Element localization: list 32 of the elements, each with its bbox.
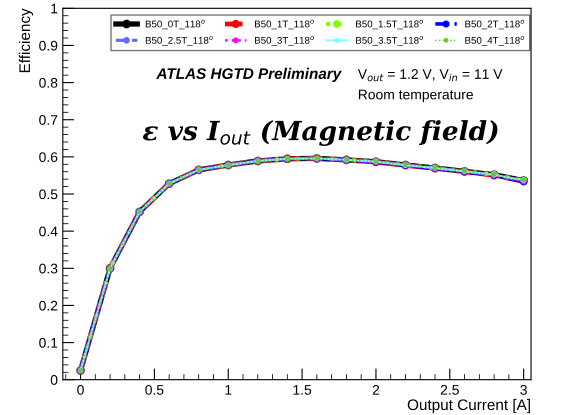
x-tick-label: 0.5: [145, 384, 164, 395]
x-axis-title: Output Current [A]: [408, 398, 530, 414]
y-tick-label: 0.1: [39, 338, 58, 348]
annotation: ε vs I$_{out}$ (Magnetic field): [143, 120, 498, 146]
x-tick-label: 0: [77, 384, 84, 395]
annotation: Room temperature: [358, 90, 473, 102]
y-tick-label: 0.8: [39, 78, 58, 88]
annotation: ATLAS HGTD Preliminary: [156, 68, 342, 82]
y-tick-label: 0.7: [39, 115, 58, 125]
legend-label: B50_2T_118$^{o}$: [465, 20, 524, 30]
y-tick-label: 0.6: [39, 152, 58, 162]
x-tick-label: 1: [225, 385, 232, 395]
y-tick-label: 0.3: [39, 264, 58, 274]
x-tick-label: 2: [372, 384, 380, 395]
x-tick-label: 3: [520, 384, 527, 395]
y-tick-label: 1: [51, 4, 58, 14]
legend-label: B50_3T_118$^{o}$: [255, 36, 314, 46]
legend-label: B50_3.5T_118$^{o}$: [356, 36, 424, 46]
legend-label: B50_1T_118$^{o}$: [255, 20, 314, 30]
legend-label: B50_0T_118$^{o}$: [146, 20, 205, 30]
annotation: V$_{out}$ = 1.2 V, V$_{in}$ = 11 V: [358, 69, 502, 82]
x-tick-label: 2.5: [440, 384, 459, 395]
y-tick-label: 0: [50, 375, 58, 385]
y-axis-title: Efficiency: [18, 8, 34, 72]
x-tick-label: 1.5: [293, 385, 312, 395]
legend-label: B50_1.5T_118$^{o}$: [356, 20, 424, 30]
y-tick-label: 0.5: [39, 189, 58, 200]
y-tick-label: 0.4: [39, 226, 58, 236]
legend-label: B50_4T_118$^{o}$: [465, 36, 524, 46]
y-tick-label: 0.9: [39, 40, 58, 51]
y-tick-label: 0.2: [39, 300, 58, 311]
legend-label: B50_2.5T_118$^{o}$: [146, 36, 213, 46]
